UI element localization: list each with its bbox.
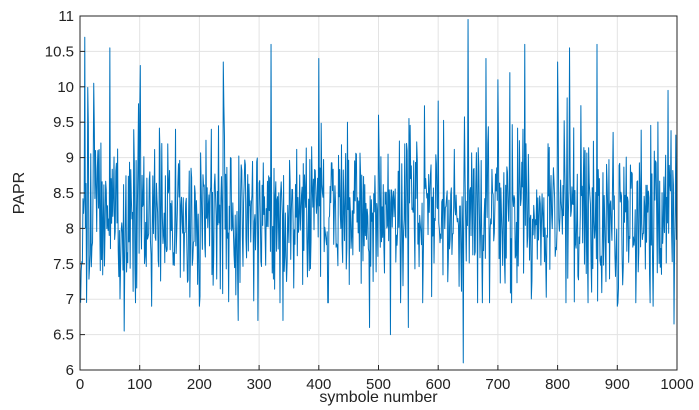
x-tick-label: 200 bbox=[187, 376, 212, 393]
y-tick-label: 6.5 bbox=[53, 327, 74, 344]
y-tick-label: 11 bbox=[58, 8, 74, 25]
y-tick-label: 7 bbox=[66, 291, 74, 308]
x-tick-label: 0 bbox=[76, 376, 84, 393]
y-tick-label: 10 bbox=[57, 79, 74, 96]
x-tick-label: 300 bbox=[247, 376, 272, 393]
tick-group: 0 100 200 300 400 500 600 700 800 900 1000 6 6.5 7 7.5… bbox=[45, 8, 694, 393]
y-tick-label: 9.5 bbox=[53, 114, 74, 131]
x-tick-label: 1000 bbox=[660, 376, 693, 393]
papr-series-line bbox=[80, 19, 678, 364]
x-tick-label: 900 bbox=[605, 376, 630, 393]
y-tick-label: 7.5 bbox=[53, 256, 74, 273]
y-tick-label: 10.5 bbox=[45, 43, 74, 60]
y-tick-label: 9 bbox=[66, 150, 74, 167]
x-tick-label: 100 bbox=[127, 376, 152, 393]
y-tick-label: 8.5 bbox=[53, 185, 74, 202]
x-tick-label: 800 bbox=[545, 376, 570, 393]
x-tick-label: 700 bbox=[485, 376, 510, 393]
y-tick-label: 6 bbox=[66, 362, 74, 379]
y-axis-label: PAPR bbox=[11, 172, 28, 214]
x-tick-label: 600 bbox=[426, 376, 451, 393]
x-tick-label: 500 bbox=[366, 376, 391, 393]
x-axis-label: symbole number bbox=[319, 389, 438, 406]
y-tick-label: 8 bbox=[66, 220, 74, 237]
series-group bbox=[80, 19, 678, 364]
x-tick-label: 400 bbox=[306, 376, 331, 393]
